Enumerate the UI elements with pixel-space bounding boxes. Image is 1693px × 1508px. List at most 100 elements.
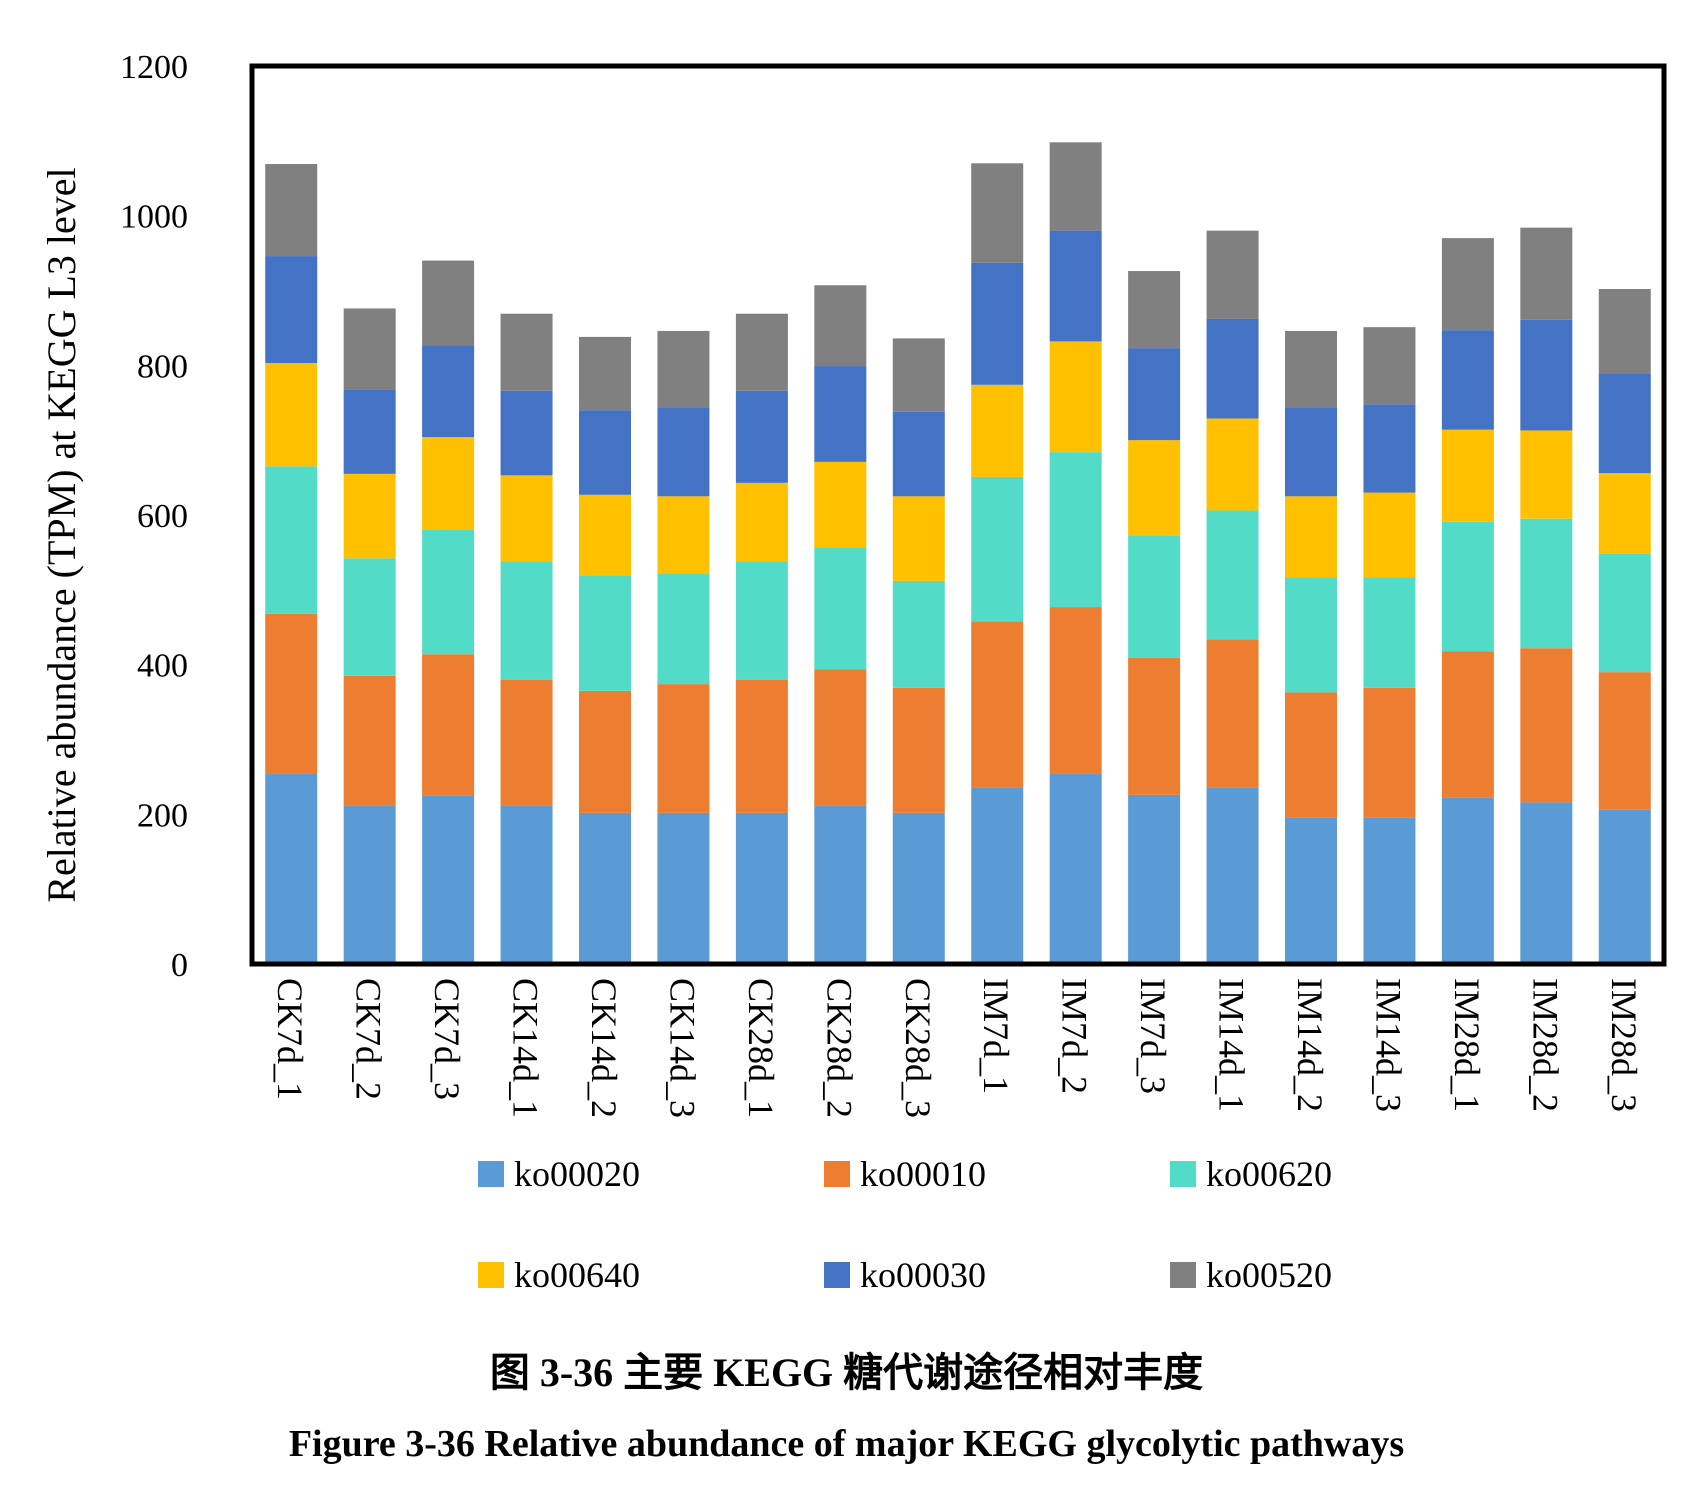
bar-segment-ko00020-CK14d_2	[579, 812, 631, 964]
y-tick-label: 0	[171, 947, 188, 984]
bar-segment-ko00020-CK28d_2	[814, 805, 867, 964]
bar-segment-ko00020-CK14d_1	[500, 805, 553, 964]
bar-segment-ko00640-CK28d_3	[892, 496, 945, 581]
bar-segment-ko00520-IM28d_2	[1520, 227, 1573, 320]
bar-segment-ko00010-CK14d_3	[657, 684, 710, 813]
bar-segment-ko00640-IM14d_2	[1285, 496, 1337, 578]
x-tick-label: IM7d_2	[1055, 978, 1095, 1094]
bar-segment-ko00520-CK7d_1	[265, 164, 318, 257]
bar-segment-ko00030-IM7d_3	[1128, 348, 1181, 441]
bar-segment-ko00020-CK28d_1	[735, 812, 788, 964]
bar-segment-ko00620-IM28d_2	[1520, 518, 1573, 649]
bar-segment-ko00640-CK28d_1	[735, 482, 788, 562]
legend: ko00020 ko00010 ko00620 ko00640 ko00030 ko005…	[478, 1154, 1332, 1295]
bar-segment-ko00010-IM14d_3	[1363, 687, 1416, 818]
bar-segment-ko00520-IM7d_3	[1128, 271, 1181, 349]
legend-label-ko00620: ko00620	[1206, 1154, 1332, 1194]
bar-segment-ko00640-IM7d_3	[1128, 440, 1181, 536]
bar-segment-ko00620-IM14d_1	[1206, 510, 1259, 640]
bar-segment-ko00010-IM14d_1	[1206, 639, 1259, 788]
bar-segment-ko00010-IM28d_3	[1598, 672, 1651, 810]
bar-segment-ko00520-IM14d_2	[1285, 330, 1337, 408]
x-tick-label: CK7d_2	[349, 978, 389, 1100]
bar-segment-ko00640-CK14d_1	[500, 475, 553, 562]
bar-segment-ko00620-CK7d_3	[422, 529, 475, 655]
bar-segment-ko00010-CK7d_3	[422, 654, 475, 796]
bar-segment-ko00640-IM28d_3	[1598, 473, 1651, 554]
bar-segment-ko00620-IM28d_1	[1441, 521, 1494, 652]
legend-swatch-ko00010	[824, 1161, 850, 1187]
bar-segment-ko00030-CK7d_3	[422, 345, 475, 438]
bar-segment-ko00030-CK28d_3	[892, 411, 945, 497]
plot-area-frame	[249, 63, 1667, 967]
bar-segment-ko00640-CK28d_2	[814, 461, 867, 548]
x-tick-label: IM28d_2	[1525, 978, 1565, 1112]
legend-swatch-ko00020	[478, 1161, 504, 1187]
stacked-bar-chart: Relative abundance (TPM) at KEGG L3 leve…	[39, 49, 1667, 1295]
bar-segment-ko00020-CK7d_3	[422, 795, 475, 964]
legend-swatch-ko00030	[824, 1262, 850, 1288]
bar-segment-ko00020-IM14d_3	[1363, 817, 1416, 964]
bar-segment-ko00640-IM7d_1	[971, 384, 1024, 477]
bar-segment-ko00640-CK7d_1	[265, 363, 318, 467]
legend-label-ko00640: ko00640	[514, 1255, 640, 1295]
legend-swatch-ko00640	[478, 1262, 504, 1288]
bar-segment-ko00520-IM28d_1	[1441, 238, 1494, 331]
bar-segment-ko00010-CK28d_1	[735, 679, 788, 813]
y-axis-title: Relative abundance (TPM) at KEGG L3 leve…	[39, 167, 84, 902]
y-tick-labels: 0 200 400 600 800 1000 1200	[120, 49, 188, 984]
bar-segment-ko00030-IM7d_1	[971, 262, 1024, 385]
y-tick-label: 1000	[120, 199, 188, 236]
x-tick-label: CK28d_2	[819, 978, 859, 1118]
y-tick-label: 400	[137, 648, 188, 685]
legend-label-ko00010: ko00010	[860, 1154, 986, 1194]
bar-segment-ko00010-IM7d_3	[1128, 657, 1181, 795]
bar-segment-ko00020-IM14d_2	[1285, 817, 1337, 964]
bar-segment-ko00520-IM7d_2	[1049, 142, 1102, 231]
bar-segment-ko00640-IM28d_1	[1441, 429, 1494, 522]
y-tick-label: 200	[137, 797, 188, 834]
bar-segment-ko00020-IM7d_1	[971, 787, 1024, 964]
bar-segment-ko00640-CK14d_2	[579, 494, 631, 576]
x-tick-label: CK14d_2	[584, 978, 624, 1118]
bar-segment-ko00020-IM7d_3	[1128, 794, 1181, 964]
bar-segment-ko00030-CK14d_2	[579, 410, 631, 495]
bar-segment-ko00520-IM14d_3	[1363, 327, 1416, 405]
bar-segment-ko00520-CK14d_1	[500, 313, 553, 391]
bar-segment-ko00620-CK28d_3	[892, 580, 945, 688]
bar-segment-ko00520-CK7d_3	[422, 260, 475, 346]
x-tick-label: CK7d_1	[270, 978, 310, 1100]
legend-swatch-ko00520	[1170, 1262, 1196, 1288]
bar-segment-ko00020-CK28d_3	[892, 812, 945, 964]
bar-segment-ko00620-CK28d_1	[735, 561, 788, 680]
bar-segment-ko00620-IM7d_2	[1049, 452, 1102, 608]
bar-segment-ko00520-CK28d_3	[892, 338, 945, 412]
bar-segment-ko00620-CK7d_1	[265, 466, 318, 614]
bar-segment-ko00620-IM7d_1	[971, 476, 1024, 622]
bar-segment-ko00620-CK7d_2	[343, 558, 396, 676]
x-tick-label: CK28d_1	[741, 978, 781, 1118]
bar-segment-ko00010-CK7d_2	[343, 675, 396, 806]
bar-segment-ko00010-CK28d_3	[892, 687, 945, 813]
x-tick-label: CK7d_3	[427, 978, 467, 1100]
bar-segment-ko00030-IM28d_3	[1598, 373, 1651, 474]
x-tick-label: IM14d_3	[1368, 978, 1408, 1112]
legend-label-ko00520: ko00520	[1206, 1255, 1332, 1295]
bar-segment-ko00030-IM14d_1	[1206, 318, 1259, 419]
y-tick-label: 800	[137, 348, 188, 385]
bar-segment-ko00020-CK7d_2	[343, 805, 396, 964]
bar-segment-ko00620-CK28d_2	[814, 547, 867, 670]
bar-segment-ko00520-IM7d_1	[971, 163, 1024, 263]
bar-segment-ko00020-CK14d_3	[657, 812, 710, 964]
bar-segment-ko00020-IM14d_1	[1206, 787, 1259, 964]
x-tick-label: IM28d_1	[1447, 978, 1487, 1112]
y-tick-label: 1200	[120, 49, 188, 86]
x-tick-label: IM14d_2	[1290, 978, 1330, 1112]
bar-segment-ko00520-CK28d_1	[735, 313, 788, 391]
bar-segment-ko00030-CK14d_3	[657, 407, 710, 497]
bar-segment-ko00620-CK14d_2	[579, 575, 631, 691]
bar-segment-ko00640-IM7d_2	[1049, 341, 1102, 453]
x-tick-label: CK14d_3	[662, 978, 702, 1118]
bar-segment-ko00640-CK7d_2	[343, 473, 396, 559]
bar-segment-ko00030-CK28d_2	[814, 366, 867, 462]
